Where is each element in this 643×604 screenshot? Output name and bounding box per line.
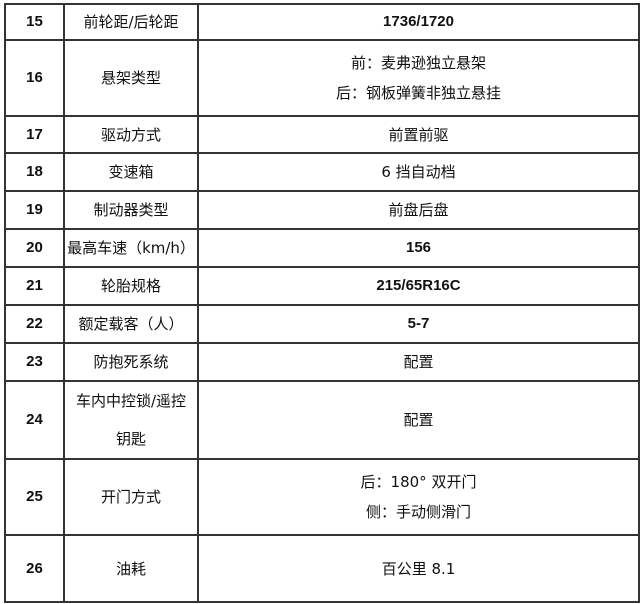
table-row: 16 悬架类型 前：麦弗逊独立悬架 后：钢板弹簧非独立悬挂 xyxy=(4,39,640,117)
row-number: 26 xyxy=(4,534,65,603)
spec-value: 后：180° 双开门 侧：手动侧滑门 xyxy=(197,458,640,536)
spec-value-line: 6 挡自动档 xyxy=(381,163,456,181)
table-row: 26 油耗 百公里 8.1 xyxy=(4,534,640,603)
spec-value: 5-7 xyxy=(197,304,640,344)
row-number: 15 xyxy=(4,3,65,41)
spec-value-line: 配置 xyxy=(403,411,434,429)
spec-value: 156 xyxy=(197,228,640,268)
spec-item: 驱动方式 xyxy=(63,115,199,154)
spec-table: 15 前轮距/后轮距 1736/1720 16 悬架类型 前：麦弗逊独立悬架 后：钢板弹簧非… xyxy=(4,3,640,603)
table-row: 24 车内中控锁/遥控钥匙 配置 xyxy=(4,380,640,460)
spec-value-line: 后：钢板弹簧非独立悬挂 xyxy=(335,84,501,102)
table-row: 17 驱动方式 前置前驱 xyxy=(4,115,640,154)
row-number: 16 xyxy=(4,39,65,117)
spec-value-line: 前置前驱 xyxy=(388,125,449,144)
spec-item: 油耗 xyxy=(63,534,199,603)
spec-value-line: 前：麦弗逊独立悬架 xyxy=(350,54,486,72)
row-number: 21 xyxy=(4,266,65,306)
spec-item: 防抱死系统 xyxy=(63,342,199,382)
spec-value: 6 挡自动档 xyxy=(197,152,640,192)
row-number: 23 xyxy=(4,342,65,382)
spec-item: 额定载客（人） xyxy=(63,304,199,344)
table-row: 23 防抱死系统 配置 xyxy=(4,342,640,382)
table-row: 20 最高车速（km/h） 156 xyxy=(4,228,640,268)
spec-value-line: 侧：手动侧滑门 xyxy=(365,503,471,521)
spec-value: 215/65R16C xyxy=(197,266,640,306)
spec-value: 前置前驱 xyxy=(197,115,640,154)
row-number: 19 xyxy=(4,190,65,230)
row-number: 17 xyxy=(4,115,65,154)
spec-value: 前盘后盘 xyxy=(197,190,640,230)
spec-value-line: 1736/1720 xyxy=(383,13,454,30)
spec-item: 制动器类型 xyxy=(63,190,199,230)
spec-item: 悬架类型 xyxy=(63,39,199,117)
row-number: 25 xyxy=(4,458,65,536)
table-row: 22 额定载客（人） 5-7 xyxy=(4,304,640,344)
spec-value-line: 156 xyxy=(405,239,432,256)
spec-value-line: 5-7 xyxy=(407,315,430,332)
row-number: 24 xyxy=(4,380,65,460)
spec-value-line: 百公里 8.1 xyxy=(381,559,456,578)
table-row: 19 制动器类型 前盘后盘 xyxy=(4,190,640,230)
table-row: 25 开门方式 后：180° 双开门 侧：手动侧滑门 xyxy=(4,458,640,536)
spec-value: 配置 xyxy=(197,380,640,460)
spec-value: 1736/1720 xyxy=(197,3,640,41)
table-row: 21 轮胎规格 215/65R16C xyxy=(4,266,640,306)
spec-value-line: 215/65R16C xyxy=(376,277,461,294)
spec-value: 配置 xyxy=(197,342,640,382)
spec-value: 前：麦弗逊独立悬架 后：钢板弹簧非独立悬挂 xyxy=(197,39,640,117)
spec-value: 百公里 8.1 xyxy=(197,534,640,603)
spec-item: 车内中控锁/遥控钥匙 xyxy=(63,380,199,460)
table-row: 18 变速箱 6 挡自动档 xyxy=(4,152,640,192)
spec-item: 变速箱 xyxy=(63,152,199,192)
table-row: 15 前轮距/后轮距 1736/1720 xyxy=(4,3,640,41)
spec-item: 前轮距/后轮距 xyxy=(63,3,199,41)
spec-value-line: 配置 xyxy=(403,353,434,371)
row-number: 20 xyxy=(4,228,65,268)
spec-item: 开门方式 xyxy=(63,458,199,536)
spec-item: 轮胎规格 xyxy=(63,266,199,306)
row-number: 22 xyxy=(4,304,65,344)
spec-value-line: 前盘后盘 xyxy=(388,201,449,219)
row-number: 18 xyxy=(4,152,65,192)
spec-item: 最高车速（km/h） xyxy=(63,228,199,268)
spec-value-line: 后：180° 双开门 xyxy=(360,473,477,491)
